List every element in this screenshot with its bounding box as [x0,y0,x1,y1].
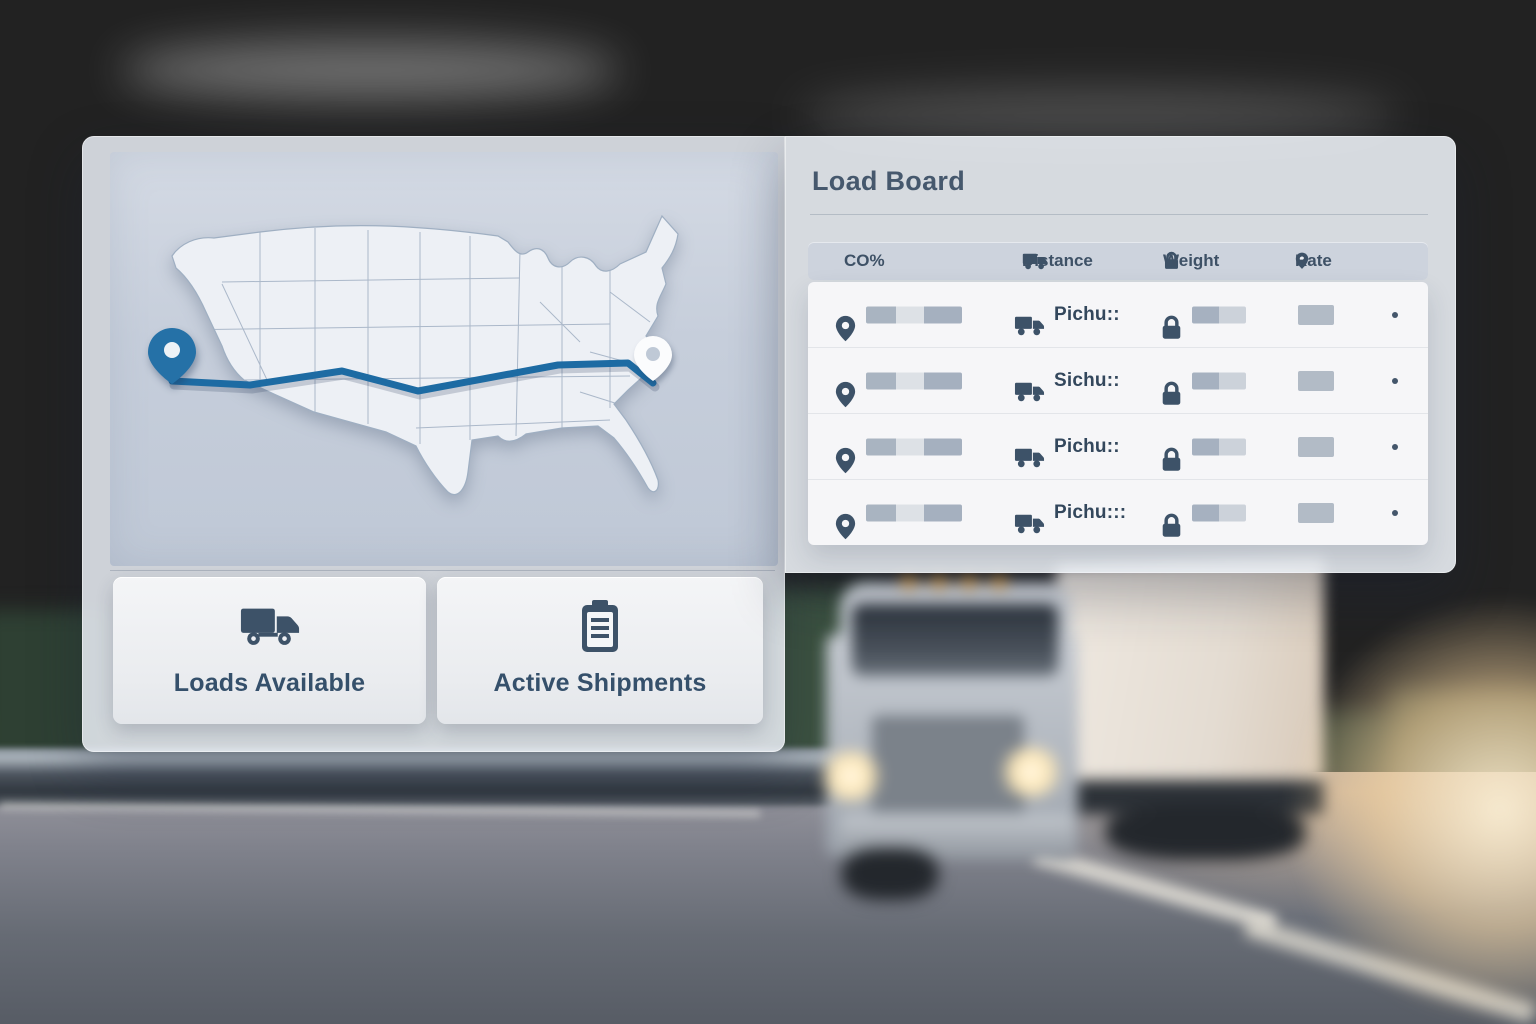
column-label: Weight [1163,251,1220,270]
table-header: CO% Distance [808,242,1428,280]
weight-placeholder [1192,504,1246,521]
destination-pin [634,336,672,381]
pickup-label: Pichu:: [1054,435,1120,457]
load-row[interactable]: Pichu::: $8 [808,479,1428,545]
lock-icon [1163,251,1180,271]
truck-trailer [1056,555,1324,809]
truck-icon [238,603,302,651]
row-menu-dot[interactable] [1392,509,1398,516]
load-row[interactable]: Pichu:: $8 [808,282,1428,347]
title-divider [810,214,1428,215]
origin-placeholder [866,438,962,455]
page-title: Load Board [812,166,966,196]
load-board-panel: Load Board CO% Distance [785,136,1456,573]
route-line [168,359,657,395]
row-menu-dot[interactable] [1392,311,1398,318]
active-shipments-label: Active Shipments [493,669,707,697]
weight-placeholder [1192,372,1246,389]
origin-placeholder [866,306,962,323]
cloud [800,90,1400,140]
column-label: Distance [1022,251,1093,270]
map-panel: Loads Available Active Shipments [82,136,785,752]
clipboard-icon [568,600,632,652]
cloud [120,40,620,100]
truck-windshield [852,604,1058,676]
truck-wheels [1106,804,1306,860]
origin-placeholder [866,504,962,521]
column-label: CO% [844,251,885,270]
rate-placeholder [1298,370,1334,391]
rate-placeholder [1298,436,1334,457]
pin-icon [1295,252,1309,270]
origin-pin [148,328,196,384]
pickup-label: Pichu:: [1054,303,1120,325]
us-map-silhouette [171,214,679,496]
row-menu-dot[interactable] [1392,377,1398,384]
us-map-area [110,152,778,566]
truck-headlight [816,750,886,802]
truck-headlight [996,746,1066,798]
guardrail [0,748,890,806]
truck-wheels [842,848,938,900]
active-shipments-button[interactable]: Active Shipments [437,577,763,724]
rate-placeholder [1298,304,1334,325]
weight-placeholder [1192,438,1246,455]
origin-placeholder [866,372,962,389]
rate-placeholder [1298,502,1334,523]
truck-photo [806,542,1366,922]
load-row[interactable]: Pichu:: $8 [808,413,1428,479]
truck-icon [1022,252,1048,271]
load-row[interactable]: Sichu:: $8 [808,347,1428,413]
us-map [148,214,679,496]
loads-available-button[interactable]: Loads Available [113,577,426,724]
row-menu-dot[interactable] [1392,443,1398,450]
pickup-label: Sichu:: [1054,369,1120,391]
pickup-label: Pichu::: [1054,501,1127,523]
panel-divider [110,570,775,571]
loads-available-label: Loads Available [173,669,366,697]
column-label: Rate [1295,251,1332,270]
truck-marker-lights [902,576,1012,588]
load-table: Pichu:: $8 [808,282,1428,545]
weight-placeholder [1192,306,1246,323]
